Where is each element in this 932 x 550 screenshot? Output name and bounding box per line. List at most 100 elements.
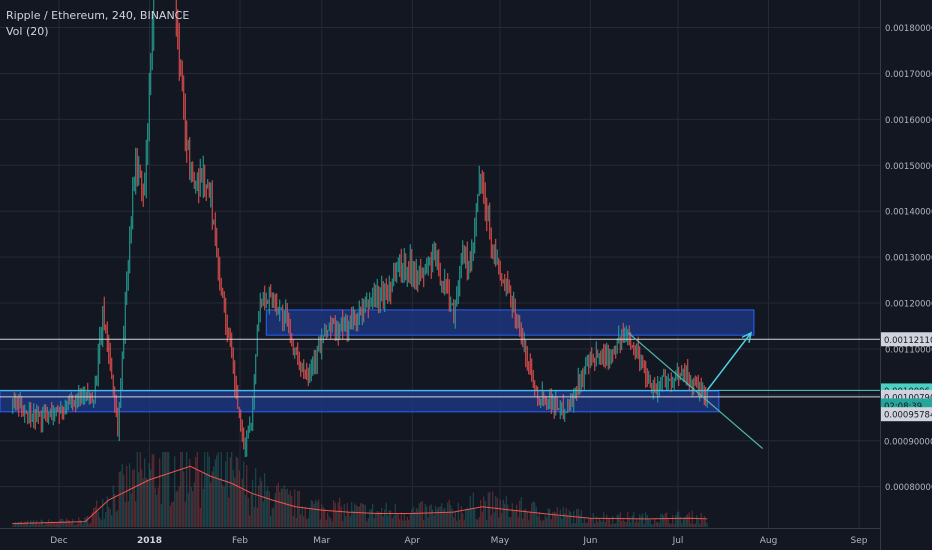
volume-bar xyxy=(646,514,648,527)
volume-bar xyxy=(115,511,117,527)
volume-bar xyxy=(162,452,164,527)
volume-bar xyxy=(589,518,591,527)
volume-bar xyxy=(450,504,452,527)
volume-bar xyxy=(576,508,578,527)
volume-bar xyxy=(379,512,381,527)
volume-bar xyxy=(114,493,116,527)
volume-bar xyxy=(487,492,489,527)
time-axis-tick-label: May xyxy=(491,536,510,546)
volume-bar xyxy=(700,512,702,527)
volume-bar xyxy=(517,517,519,527)
volume-bar xyxy=(400,512,402,527)
volume-bar xyxy=(196,452,198,527)
volume-bar xyxy=(528,520,530,527)
volume-bar xyxy=(334,502,336,527)
volume-bar xyxy=(591,518,593,527)
volume-bar xyxy=(213,466,215,527)
volume-bar xyxy=(444,507,446,527)
time-axis-tick-label: Aug xyxy=(760,536,778,546)
volume-bar xyxy=(486,519,488,527)
volume-bar xyxy=(552,512,554,527)
volume-bar xyxy=(240,489,242,527)
volume-bar xyxy=(697,518,699,527)
volume-bar xyxy=(429,505,431,527)
volume-bar xyxy=(132,469,134,527)
volume-bar xyxy=(621,521,623,527)
volume-bar xyxy=(274,492,276,527)
volume-bar xyxy=(343,504,345,527)
volume-bar xyxy=(82,524,84,527)
volume-bar xyxy=(325,519,327,527)
volume-bar xyxy=(88,523,90,527)
volume-bar xyxy=(498,517,500,527)
volume-bar xyxy=(372,503,374,527)
volume-bar xyxy=(474,508,476,527)
volume-bar xyxy=(373,518,375,527)
volume-bar xyxy=(118,471,120,527)
volume-bar xyxy=(106,496,108,527)
volume-bar xyxy=(244,495,246,527)
volume-bar xyxy=(63,520,65,527)
volume-bar xyxy=(691,510,693,527)
volume-bar xyxy=(249,515,251,527)
price-marker-label-bg xyxy=(881,433,932,448)
volume-bar xyxy=(490,515,492,527)
volume-bar xyxy=(594,523,596,527)
volume-bar xyxy=(582,522,584,527)
volume-bar xyxy=(415,507,417,527)
volume-bar xyxy=(609,518,611,527)
volume-bar xyxy=(24,521,26,527)
volume-bar xyxy=(355,505,357,527)
volume-bar xyxy=(511,503,513,527)
volume-bar xyxy=(295,517,297,527)
volume-bar xyxy=(301,506,303,527)
volume-bar xyxy=(699,523,701,527)
volume-bar xyxy=(388,510,390,527)
price-axis-background xyxy=(880,0,932,550)
volume-bar xyxy=(270,515,272,527)
volume-bar xyxy=(435,505,437,527)
volume-bar xyxy=(211,471,213,527)
volume-bar xyxy=(406,516,408,527)
volume-bar xyxy=(139,452,141,527)
volume-bar xyxy=(253,507,255,527)
volume-bar xyxy=(505,495,507,527)
volume-bar xyxy=(426,506,428,527)
volume-bar xyxy=(85,516,87,527)
volume-bar xyxy=(696,515,698,527)
volume-bar xyxy=(411,509,413,527)
volume-bar xyxy=(612,515,614,527)
volume-bar xyxy=(597,522,599,527)
volume-bar xyxy=(76,524,78,527)
volume-bar xyxy=(679,516,681,527)
volume-bar xyxy=(147,479,149,527)
volume-bar xyxy=(630,522,632,527)
trend-line xyxy=(627,332,764,450)
volume-bar xyxy=(366,521,368,527)
volume-bar xyxy=(297,491,299,527)
volume-bar xyxy=(55,522,57,527)
volume-bar xyxy=(202,488,204,527)
time-axis-tick-label: Sep xyxy=(851,536,868,546)
volume-bar xyxy=(661,513,663,527)
volume-bar xyxy=(678,511,680,527)
volume-bar xyxy=(607,518,609,527)
volume-bar xyxy=(562,506,564,527)
volume-bar xyxy=(201,472,203,527)
volume-bar xyxy=(156,494,158,527)
volume-bar xyxy=(171,502,173,527)
volume-bar xyxy=(370,508,372,527)
volume-bar xyxy=(420,501,422,527)
volume-bar xyxy=(153,454,155,527)
volume-bar xyxy=(262,501,264,527)
volume-bar xyxy=(72,519,74,527)
volume-bar xyxy=(573,511,575,527)
volume-pane xyxy=(12,452,708,527)
volume-bar xyxy=(417,509,419,527)
volume-bar xyxy=(550,519,552,527)
volume-bar xyxy=(339,497,341,527)
volume-bar xyxy=(381,507,383,527)
time-axis-tick-label: Feb xyxy=(232,536,248,546)
